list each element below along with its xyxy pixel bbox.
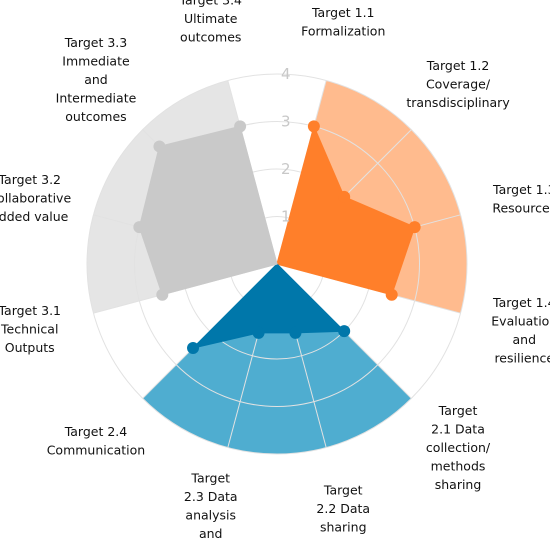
category-label-line: Target <box>323 483 363 498</box>
radial-tick-labels: 1 2 3 4 <box>281 65 291 226</box>
category-label-line: 2.3 Data <box>184 489 238 504</box>
group-polygon-1 <box>276 125 416 296</box>
value-polygons <box>138 125 416 349</box>
category-label-5: Target 2.1 Data collection/methods sharing <box>426 403 491 492</box>
data-point-6 <box>289 326 302 339</box>
category-label-line: Target 1.1 <box>311 5 375 20</box>
group-polygon-3 <box>138 125 278 296</box>
category-label-line: Target 3.4 <box>178 0 242 8</box>
grid-ring-3 <box>134 121 420 407</box>
category-label-line: Technical <box>0 322 58 337</box>
data-point-2 <box>338 190 351 203</box>
category-label-line: and <box>199 526 223 541</box>
data-point-7 <box>252 326 265 339</box>
category-label-line: Target 1.2 <box>426 58 490 73</box>
category-label-line: Target 2.4 <box>64 424 128 439</box>
category-label-line: Target <box>438 403 478 418</box>
category-label-line: Target 3.2 <box>0 172 61 187</box>
category-label-line: 2.2 Data <box>316 501 370 516</box>
category-label-line: Collaborative <box>0 190 71 205</box>
category-label-line: analysis <box>185 507 236 522</box>
tick-label-4: 4 <box>281 65 291 83</box>
category-label-line: transdisciplinary <box>406 95 510 110</box>
category-label-line: outcomes <box>180 30 241 45</box>
category-label-line: and <box>513 332 537 347</box>
category-label-line: methods <box>431 459 486 474</box>
category-label-4: Target 1.4 Evaluation and resilience <box>491 295 550 366</box>
category-label-8: Target 2.4 Communication <box>47 424 146 458</box>
category-label-line: Target 3.1 <box>0 303 61 318</box>
category-label-line: collection/ <box>426 440 491 455</box>
data-point-1 <box>307 120 320 133</box>
category-label-2: Target 1.2 Coverage/transdisciplinary <box>406 58 510 110</box>
category-label-line: Evaluation <box>491 313 550 328</box>
category-label-line: Ultimate <box>184 11 238 26</box>
category-label-12: Target 3.4 Ultimate outcomes <box>178 0 242 45</box>
category-label-line: Outputs <box>5 340 55 355</box>
data-point-11 <box>153 140 166 153</box>
data-point-5 <box>338 325 351 338</box>
category-label-line: outcomes <box>65 109 126 124</box>
category-label-10: Target 3.2 Collaborative added value <box>0 172 71 224</box>
category-label-3: Target 1.3 Resources <box>492 182 550 216</box>
category-label-11: Target 3.3 Immediate and Intermediate outcom… <box>56 35 137 124</box>
tick-label-3: 3 <box>281 113 291 131</box>
data-point-8 <box>187 341 200 354</box>
category-label-line: Immediate <box>62 54 130 69</box>
category-label-line: Resources <box>492 200 550 215</box>
category-label-1: Target 1.1 Formalization <box>301 5 385 39</box>
data-point-12 <box>234 120 247 133</box>
tick-label-1: 1 <box>281 208 291 226</box>
category-label-line: Target <box>190 470 230 485</box>
category-label-6: Target 2.2 Data sharing <box>316 483 370 535</box>
data-points <box>133 120 421 354</box>
category-label-line: Communication <box>47 442 146 457</box>
category-label-line: Target 1.4 <box>492 295 550 310</box>
grid-ring-4 <box>86 73 468 455</box>
category-label-line: 2.1 Data <box>431 422 485 437</box>
category-label-line: Target 1.3 <box>492 182 550 197</box>
category-label-line: sharing <box>320 520 367 535</box>
category-label-line: Target 3.3 <box>64 35 128 50</box>
category-label-line: sharing <box>435 477 482 492</box>
category-label-line: and <box>84 72 108 87</box>
category-label-9: Target 3.1 Technical Outputs <box>0 303 61 355</box>
category-label-line: Coverage/ <box>426 77 491 92</box>
category-label-line: added value <box>0 209 69 224</box>
category-label-line: resilience <box>494 350 550 365</box>
category-label-line: Intermediate <box>56 91 137 106</box>
category-label-line: Formalization <box>301 23 385 38</box>
data-point-9 <box>156 288 169 301</box>
data-point-4 <box>385 288 398 301</box>
tick-label-2: 2 <box>281 160 291 178</box>
data-point-3 <box>408 221 421 234</box>
data-point-10 <box>133 221 146 234</box>
group-polygon-2 <box>192 263 345 349</box>
